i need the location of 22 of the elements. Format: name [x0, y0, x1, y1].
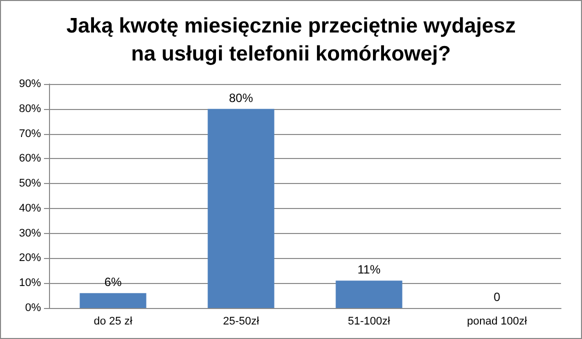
- bar: [336, 280, 402, 308]
- x-tick-label: 51-100zł: [348, 316, 391, 328]
- bar: [80, 293, 146, 308]
- y-tick-label: 10%: [18, 277, 42, 290]
- data-label: 6%: [104, 275, 122, 290]
- y-tick-label: 90%: [18, 78, 42, 90]
- y-tick-label: 70%: [18, 128, 42, 140]
- x-tick-label: do 25 zł: [94, 316, 133, 328]
- data-label: 11%: [357, 262, 381, 277]
- y-tick-label: 0%: [25, 302, 42, 314]
- y-tick-label: 50%: [18, 178, 42, 190]
- x-tick-label: ponad 100zł: [467, 316, 528, 328]
- y-tick-label: 20%: [18, 252, 42, 264]
- y-tick-label: 60%: [18, 152, 42, 165]
- bar: [208, 108, 274, 308]
- data-label: 80%: [228, 90, 254, 105]
- x-tick-label: 25-50zł: [222, 316, 260, 328]
- y-tick-label: 80%: [18, 102, 42, 115]
- y-tick-label: 40%: [18, 202, 42, 214]
- data-label: 0: [494, 290, 501, 304]
- chart-title: Jaką kwotę miesięcznie przeciętnie wydajesz na usługi telefonii komórkowej?: [66, 14, 516, 66]
- y-tick-label: 30%: [18, 227, 42, 240]
